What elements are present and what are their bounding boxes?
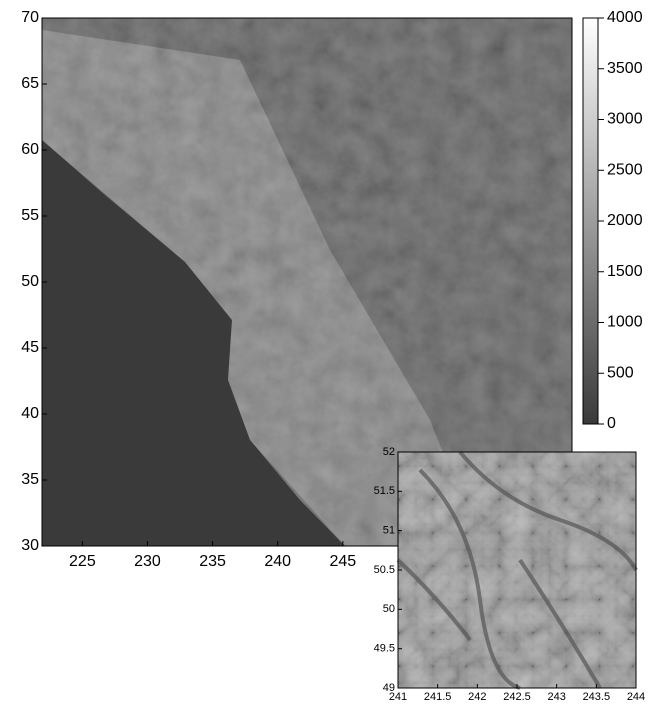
y-tick-label: 49.5 [374,643,395,655]
colorbar-tick-label: 500 [607,364,634,381]
x-tick-label: 242 [468,691,486,703]
x-tick-label: 241.5 [424,691,452,703]
x-tick-label: 225 [69,553,96,570]
x-tick-label: 244 [627,691,645,703]
inset-map [398,452,636,688]
y-tick-label: 51 [383,525,395,537]
colorbar-tick-label: 0 [607,415,616,432]
y-tick-label: 50 [383,603,395,615]
figure: 0 500 1000 1500 2000 2500 3000 3500 4000 225 230 2… [0,0,669,711]
y-tick-label: 45 [21,339,39,356]
y-tick-label: 60 [21,141,39,158]
y-tick-label: 35 [21,471,39,488]
y-tick-label: 40 [21,405,39,422]
x-tick-label: 235 [199,553,226,570]
y-tick-label: 55 [21,207,39,224]
colorbar-tick-label: 3000 [607,111,643,128]
colorbar-bar [583,18,598,424]
colorbar-tick-label: 4000 [607,9,643,26]
y-tick-label: 51.5 [374,485,395,497]
colorbar-tick-label: 3500 [607,60,643,77]
x-tick-label: 240 [264,553,291,570]
colorbar: 0 500 1000 1500 2000 2500 3000 3500 4000 [583,9,643,432]
colorbar-tick-label: 2500 [607,161,643,178]
x-tick-label: 245 [329,553,356,570]
colorbar-tick-label: 2000 [607,212,643,229]
y-tick-label: 50 [21,273,39,290]
y-tick-label: 65 [21,75,39,92]
colorbar-tick-label: 1000 [607,314,643,331]
y-tick-label: 30 [21,537,39,554]
x-tick-label: 230 [134,553,161,570]
y-tick-label: 49 [383,682,395,694]
y-tick-label: 70 [21,9,39,26]
x-tick-label: 243 [547,691,565,703]
x-tick-label: 243.5 [583,691,611,703]
x-tick-label: 242.5 [503,691,531,703]
y-tick-label: 50.5 [374,564,395,576]
colorbar-tick-label: 1500 [607,263,643,280]
y-tick-label: 52 [383,446,395,458]
